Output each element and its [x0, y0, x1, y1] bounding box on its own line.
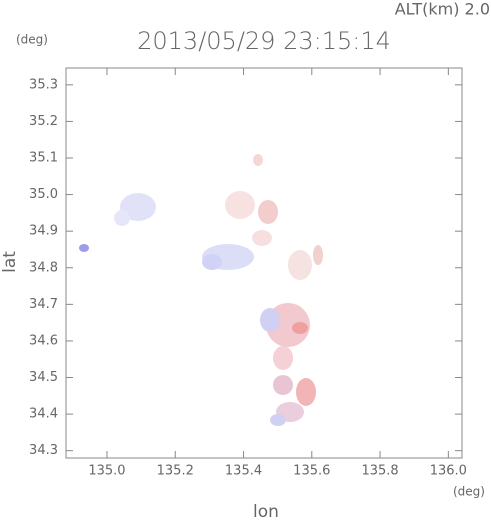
y-axis-label: lat	[0, 251, 20, 273]
y-tick-label: 34.6	[29, 333, 58, 348]
y-tick-label: 35.0	[29, 187, 58, 202]
plot-frame	[65, 67, 463, 459]
x-tick-label: 135.4	[225, 464, 262, 479]
y-tick-label: 34.9	[29, 224, 58, 239]
x-tick-label: 135.2	[157, 464, 194, 479]
y-tick-label: 35.1	[29, 151, 58, 166]
y-tick-label: 35.2	[29, 114, 58, 129]
y-tick-label: 35.3	[29, 77, 58, 92]
y-unit: (deg)	[16, 33, 48, 47]
y-tick-label: 34.3	[29, 443, 58, 458]
chart-title: 2013/05/29 23:15:14	[137, 27, 391, 55]
x-tick-label: 135.6	[293, 464, 330, 479]
y-tick-label: 34.5	[29, 370, 58, 385]
x-tick-label: 136.0	[430, 464, 467, 479]
echo-patches	[79, 154, 323, 426]
x-unit: (deg)	[453, 485, 485, 499]
x-axis-label: lon	[253, 502, 279, 521]
y-tick-label: 34.8	[29, 260, 58, 275]
y-tick-label: 34.7	[29, 297, 58, 312]
x-tick-label: 135.0	[88, 464, 125, 479]
x-tick-label: 135.8	[361, 464, 398, 479]
altitude-label: ALT(km) 2.0	[395, 0, 490, 19]
y-tick-label: 34.4	[29, 407, 58, 422]
